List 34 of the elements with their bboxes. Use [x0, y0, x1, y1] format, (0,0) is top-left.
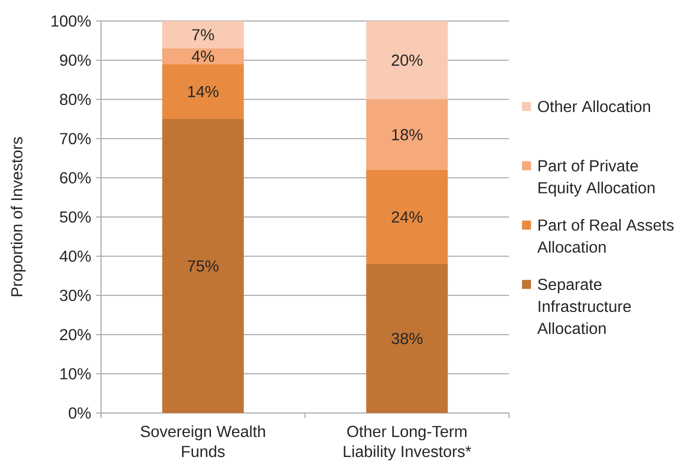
y-tick-label: 60% [60, 172, 91, 184]
data-label: 24% [392, 211, 422, 223]
y-tick-label: 90% [60, 54, 91, 66]
y-tick-label: 80% [60, 94, 91, 106]
y-tick-label: 0% [68, 407, 91, 419]
data-label: 38% [392, 332, 422, 344]
bar [366, 21, 448, 100]
x-tick-label: Other Long-Term Liability Investors* [344, 425, 472, 460]
x-tick-label: Sovereign Wealth Funds [140, 425, 265, 458]
legend-label: Part of Private Equity Allocation [538, 160, 654, 197]
bar [366, 264, 448, 414]
bar [366, 99, 448, 170]
legend-label: Part of Real Assets Allocation [537, 219, 674, 253]
bar [162, 119, 244, 414]
y-axis-title: Proportion of Investors [10, 137, 26, 296]
bar [162, 21, 244, 48]
y-tick-label: 20% [60, 328, 91, 340]
legend-label: Separate Infrastructure Allocation [537, 278, 631, 334]
legend-label: Other Allocation [538, 100, 650, 112]
data-label: 7% [192, 29, 214, 40]
y-tick-label: 50% [60, 211, 91, 223]
y-tick-label: 30% [60, 290, 91, 302]
data-label: 20% [392, 54, 422, 66]
y-tick-label: 100% [52, 15, 91, 27]
bar [366, 170, 448, 264]
y-tick-label: 10% [60, 368, 91, 380]
y-tick-label: 40% [60, 250, 91, 262]
data-label: 18% [392, 129, 422, 140]
data-label: 14% [188, 86, 218, 98]
data-label: 4% [192, 50, 214, 62]
bar [162, 64, 244, 119]
data-label: 75% [188, 260, 218, 272]
bar [162, 48, 244, 64]
y-tick-label: 70% [60, 132, 91, 144]
